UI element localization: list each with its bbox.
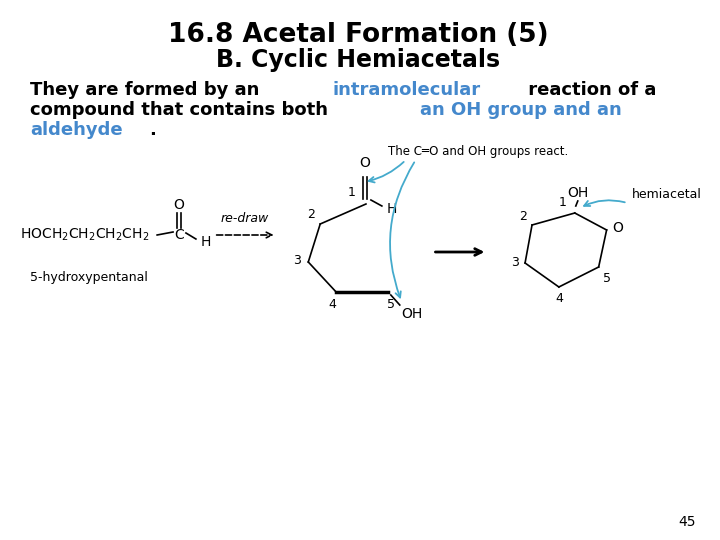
Text: 1: 1 [348,186,356,199]
Text: .: . [149,121,156,139]
Text: 2: 2 [519,211,527,224]
Text: B. Cyclic Hemiacetals: B. Cyclic Hemiacetals [216,48,500,72]
Text: 1: 1 [559,197,567,210]
Text: reaction of a: reaction of a [522,81,657,99]
Text: H: H [201,235,211,249]
Text: 4: 4 [328,298,336,310]
Text: 5: 5 [603,273,611,286]
Text: OH: OH [401,307,422,321]
Text: 4: 4 [555,293,563,306]
Text: 5: 5 [387,299,395,312]
Text: H: H [387,202,397,216]
Text: The C═O and OH groups react.: The C═O and OH groups react. [388,145,568,159]
Text: They are formed by an: They are formed by an [30,81,266,99]
Text: HOCH$_2$CH$_2$CH$_2$CH$_2$: HOCH$_2$CH$_2$CH$_2$CH$_2$ [20,227,149,243]
Text: O: O [612,221,623,235]
Text: compound that contains both: compound that contains both [30,101,334,119]
Text: 45: 45 [679,515,696,529]
Text: 2: 2 [307,207,315,220]
Text: intramolecular: intramolecular [332,81,480,99]
Text: 16.8 Acetal Formation (5): 16.8 Acetal Formation (5) [168,22,549,48]
Text: re-draw: re-draw [221,213,269,226]
Text: O: O [174,198,184,212]
Text: O: O [359,156,370,170]
Text: OH: OH [567,186,588,200]
Text: an OH group and an: an OH group and an [420,101,622,119]
Text: C: C [174,228,184,242]
Text: 3: 3 [511,256,519,269]
Text: 3: 3 [294,253,301,267]
Text: aldehyde: aldehyde [30,121,122,139]
Text: hemiacetal: hemiacetal [631,188,701,201]
Text: 5-hydroxypentanal: 5-hydroxypentanal [30,271,148,284]
